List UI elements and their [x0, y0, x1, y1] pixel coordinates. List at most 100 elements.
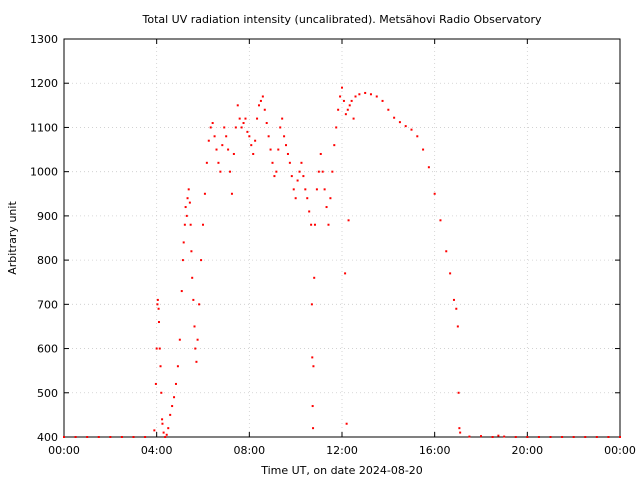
- data-point: [267, 135, 270, 138]
- data-point: [300, 161, 303, 164]
- data-point: [458, 427, 461, 430]
- data-point: [369, 93, 372, 96]
- data-point: [317, 170, 320, 173]
- data-point: [514, 436, 517, 438]
- data-point: [427, 166, 430, 169]
- data-point: [345, 422, 348, 425]
- data-point: [144, 436, 147, 438]
- data-point: [154, 382, 157, 385]
- data-point: [422, 148, 425, 151]
- data-point: [194, 347, 197, 350]
- data-point: [186, 197, 189, 200]
- data-point: [257, 104, 260, 107]
- data-point: [183, 223, 186, 226]
- y-tick-label: 1000: [30, 166, 58, 179]
- data-point: [433, 192, 436, 195]
- data-point: [198, 303, 201, 306]
- data-point: [63, 436, 65, 438]
- data-point: [195, 360, 198, 363]
- data-point: [294, 197, 297, 200]
- data-point: [416, 135, 419, 138]
- grid-lines: [64, 39, 620, 437]
- data-point: [393, 116, 396, 119]
- data-point: [285, 144, 288, 147]
- data-point: [327, 223, 330, 226]
- data-point: [312, 365, 315, 368]
- data-point: [234, 126, 237, 129]
- data-point: [350, 99, 353, 102]
- y-tick-label: 1200: [30, 77, 58, 90]
- data-point: [232, 152, 235, 155]
- data-point: [404, 125, 407, 128]
- data-point: [213, 135, 216, 138]
- data-point: [333, 144, 336, 147]
- data-point: [290, 175, 293, 178]
- x-tick-label: 12:00: [326, 444, 358, 457]
- data-point: [161, 422, 164, 425]
- data-point: [196, 338, 199, 341]
- data-point: [344, 113, 347, 116]
- data-point: [244, 117, 247, 120]
- data-point: [181, 259, 184, 262]
- data-point: [217, 161, 220, 164]
- data-point: [238, 117, 241, 120]
- y-tick-label: 500: [37, 387, 58, 400]
- y-tick-label: 900: [37, 210, 58, 223]
- data-point: [200, 259, 203, 262]
- data-point: [207, 139, 210, 142]
- data-point: [452, 298, 455, 301]
- x-tick-label: 00:00: [48, 444, 80, 457]
- data-point: [230, 192, 233, 195]
- data-point: [176, 365, 179, 368]
- data-point: [341, 86, 343, 89]
- data-point: [298, 170, 301, 173]
- data-point: [312, 427, 315, 430]
- data-point: [86, 436, 89, 438]
- data-point: [169, 413, 172, 416]
- x-tick-label: 08:00: [233, 444, 265, 457]
- data-point: [223, 126, 226, 129]
- data-point: [190, 250, 193, 253]
- data-point: [275, 170, 278, 173]
- data-point: [537, 436, 540, 438]
- data-point: [335, 126, 338, 129]
- data-point: [219, 170, 222, 173]
- data-point: [184, 206, 187, 209]
- x-axis-label: Time UT, on date 2024-08-20: [260, 464, 423, 477]
- x-tick-label: 20:00: [511, 444, 543, 457]
- data-point: [526, 436, 529, 438]
- y-tick-label: 600: [37, 343, 58, 356]
- data-point: [180, 290, 183, 293]
- plot-frame: [63, 38, 621, 438]
- data-point: [348, 104, 351, 107]
- chart-title: Total UV radiation intensity (uncalibrat…: [142, 13, 542, 26]
- data-point: [311, 356, 314, 359]
- data-point: [310, 303, 313, 306]
- y-axis-label: Arbitrary unit: [6, 201, 19, 275]
- data-point: [331, 170, 334, 173]
- data-point: [439, 219, 442, 222]
- data-point: [387, 108, 390, 111]
- data-point: [491, 436, 494, 438]
- y-tick-label: 700: [37, 298, 58, 311]
- data-point: [174, 382, 177, 385]
- data-point: [164, 436, 167, 438]
- data-point: [279, 126, 282, 129]
- data-point: [352, 117, 355, 120]
- data-point: [277, 148, 280, 151]
- data-point: [185, 214, 188, 217]
- data-point: [120, 436, 123, 438]
- data-point: [193, 325, 196, 328]
- data-point: [480, 435, 482, 438]
- data-point: [254, 139, 257, 142]
- data-point: [171, 405, 174, 408]
- data-point: [304, 188, 307, 191]
- data-point: [271, 161, 274, 164]
- data-point: [97, 436, 100, 438]
- data-point: [468, 435, 471, 438]
- data-point: [215, 148, 218, 151]
- data-point: [165, 433, 168, 436]
- data-point: [187, 188, 190, 191]
- data-point: [549, 436, 552, 438]
- x-tick-label: 16:00: [419, 444, 451, 457]
